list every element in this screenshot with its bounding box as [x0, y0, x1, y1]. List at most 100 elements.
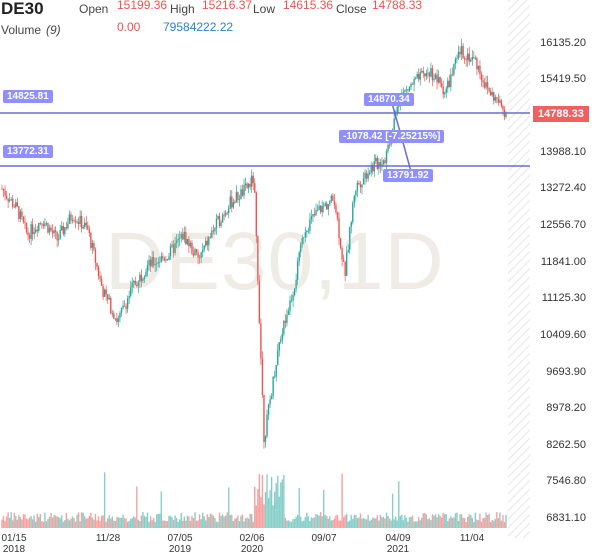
candle-body — [33, 232, 35, 235]
candle-body — [154, 264, 156, 266]
candle-body — [344, 261, 346, 276]
candle-body — [5, 195, 8, 199]
candle-body — [316, 209, 319, 211]
candle-body — [413, 78, 415, 85]
volume-bar — [165, 520, 167, 528]
candle-body — [355, 190, 357, 196]
volume-bar — [27, 519, 29, 528]
candle-body — [110, 297, 112, 314]
candle-body — [408, 86, 411, 91]
volume-bar — [41, 521, 43, 528]
candle-body — [24, 221, 26, 223]
candle-body — [417, 74, 420, 80]
candle-body — [261, 358, 264, 395]
candle-body — [433, 78, 435, 81]
measure-diff-label[interactable]: -1078.42 [-7.25215%] — [339, 130, 445, 143]
candle-body — [31, 224, 34, 235]
volume-bar — [401, 514, 403, 528]
candle-body — [428, 72, 431, 77]
candle-body — [339, 238, 342, 249]
volume-bar — [114, 520, 117, 528]
volume-bar — [463, 518, 466, 528]
candle-body — [156, 263, 158, 265]
volume-bar — [473, 521, 475, 528]
candle-body — [345, 252, 348, 276]
candle-body — [451, 74, 454, 76]
candle-body — [306, 231, 308, 233]
volume-bar — [254, 486, 256, 528]
volume-bar — [238, 521, 241, 528]
candle-body — [35, 229, 37, 233]
measure-start-label[interactable]: 14870.34 — [364, 93, 414, 106]
volume-bar — [376, 515, 379, 528]
volume-bar — [462, 517, 464, 528]
volume-bar — [177, 521, 179, 528]
candle-body — [117, 318, 120, 322]
volume-bar — [211, 514, 213, 528]
candle-body — [479, 65, 481, 75]
volume-bar — [97, 516, 100, 528]
volume-label: Volume — [1, 23, 42, 37]
volume-bar — [261, 474, 264, 528]
measure-end-label[interactable]: 13791.92 — [383, 169, 433, 182]
candle-body — [45, 223, 48, 224]
candle-body — [208, 236, 210, 246]
volume-bar — [319, 512, 322, 528]
volume-bar — [381, 517, 383, 528]
candle-body — [332, 195, 334, 202]
candle-body — [489, 91, 492, 96]
volume-bar — [326, 515, 328, 528]
volume-bar — [408, 517, 411, 528]
candle-body — [64, 227, 66, 234]
candle-body — [422, 70, 424, 74]
volume-bar — [229, 514, 231, 528]
volume-bar — [378, 520, 380, 528]
candle-body — [79, 216, 81, 224]
candle-body — [13, 206, 15, 208]
volume-bar — [264, 491, 267, 528]
volume-value-2: 79584222.22 — [163, 20, 234, 34]
volume-bar — [24, 514, 26, 528]
volume-bar — [489, 521, 492, 528]
candle-body — [367, 173, 369, 179]
level-high-label[interactable]: 14825.81 — [3, 90, 53, 103]
candle-body — [237, 192, 239, 200]
price-axis-label: 11841.00 — [540, 256, 586, 268]
volume-bar — [180, 512, 182, 528]
volume-bar — [137, 519, 140, 528]
low-label: Low — [253, 2, 276, 16]
candle-body — [243, 185, 245, 196]
high-value: 15216.37 — [202, 0, 253, 12]
candle-body — [151, 257, 153, 267]
candle-body — [327, 204, 329, 210]
volume-bar — [212, 515, 215, 528]
volume-bar — [119, 517, 121, 528]
volume-bar — [342, 517, 345, 528]
volume-bar — [232, 520, 235, 528]
candle-body — [125, 306, 127, 309]
candle-body — [396, 106, 398, 115]
volume-bar — [286, 520, 288, 528]
candle-body — [77, 221, 80, 224]
volume-bar — [149, 516, 152, 528]
price-axis-label: 16135.20 — [540, 37, 586, 49]
volume-bar — [454, 513, 457, 528]
volume-bar — [471, 517, 473, 528]
candle-body — [111, 313, 113, 315]
candle-body — [96, 263, 98, 267]
volume-bar — [405, 517, 408, 528]
candle-body — [229, 196, 231, 209]
volume-bar — [428, 518, 431, 528]
candle-body — [211, 230, 213, 238]
volume-bar — [21, 519, 23, 528]
level-low-label[interactable]: 13772.31 — [3, 145, 53, 158]
volume-bar — [237, 515, 239, 528]
candle-body — [295, 279, 297, 289]
close-value: 14788.33 — [372, 0, 423, 12]
candle-body — [393, 118, 395, 133]
volume-bar — [103, 472, 106, 528]
price-axis-label: 11125.30 — [541, 292, 586, 304]
candle-body — [189, 242, 192, 247]
